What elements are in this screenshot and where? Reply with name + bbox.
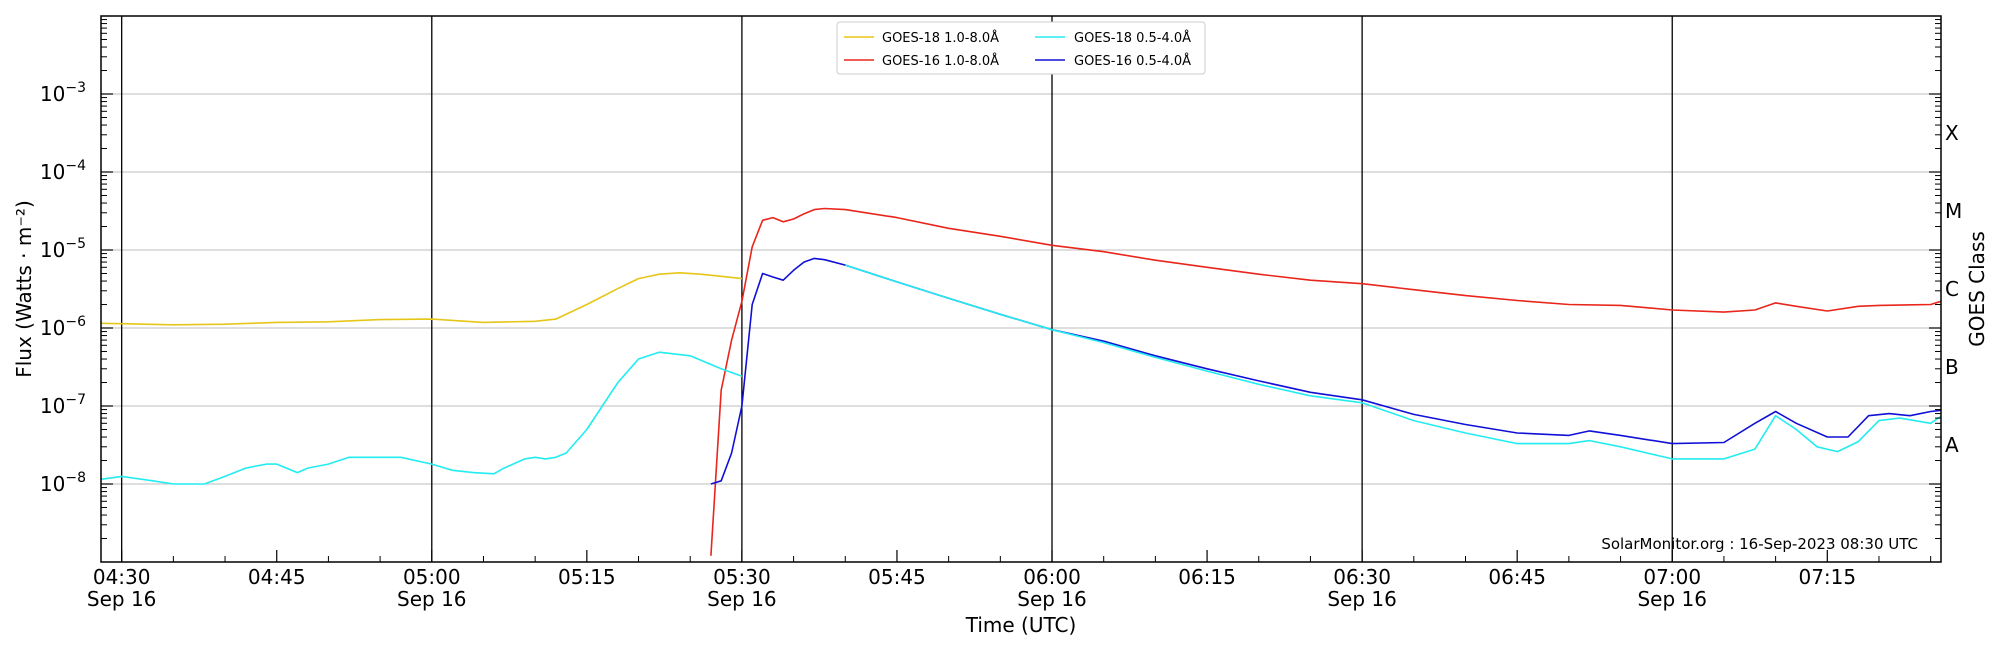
series-line <box>710 257 1942 485</box>
x-tick-label: 06:15 <box>1178 565 1236 589</box>
x-tick-date-label: Sep 16 <box>1017 587 1087 611</box>
legend: GOES-18 1.0-8.0Å GOES-16 1.0-8.0Å GOES-1… <box>836 21 1206 75</box>
y-tick-label: 10−3 <box>40 80 86 106</box>
series-line <box>845 264 1942 460</box>
x-tick-date-label: Sep 16 <box>397 587 467 611</box>
x-tick-label: 04:45 <box>248 565 306 589</box>
grid-lines <box>101 16 1941 562</box>
credit-text: SolarMonitor.org : 16-Sep-2023 08:30 UTC <box>1601 535 1918 553</box>
x-tick-date-label: Sep 16 <box>1327 587 1397 611</box>
x-tick-label: 07:15 <box>1798 565 1856 589</box>
y-tick-label: 10−8 <box>40 470 86 496</box>
legend-label: GOES-16 0.5-4.0Å <box>1074 53 1191 69</box>
x-tick-label: 05:15 <box>558 565 616 589</box>
x-tick-label: 05:30 <box>713 565 771 589</box>
x-tick-label: 07:00 <box>1643 565 1701 589</box>
x-tick-label: 06:30 <box>1333 565 1391 589</box>
x-tick-label: 06:00 <box>1023 565 1081 589</box>
series-line <box>100 351 743 485</box>
y-tick-label: 10−6 <box>40 314 86 340</box>
goes-class-label: A <box>1945 433 1959 457</box>
x-tick-label: 04:30 <box>93 565 151 589</box>
x-tick-label: 05:45 <box>868 565 926 589</box>
y-tick-label: 10−7 <box>40 392 86 418</box>
goes-class-axis: A B C M X <box>1945 121 1962 457</box>
x-tick-label: 05:00 <box>403 565 461 589</box>
y-axis-title: Flux (Watts · m⁻²) <box>12 200 36 378</box>
legend-label: GOES-18 0.5-4.0Å <box>1074 30 1191 46</box>
goes-class-label: M <box>1945 199 1962 223</box>
y-axis: 10−8 10−7 10−6 10−5 10−4 10−3 <box>40 19 1941 540</box>
legend-label: GOES-16 1.0-8.0Å <box>882 53 999 69</box>
goes-class-label: C <box>1945 277 1959 301</box>
series-line <box>100 271 742 326</box>
legend-box <box>836 21 1206 75</box>
x-tick-date-label: Sep 16 <box>87 587 157 611</box>
x-tick-date-label: Sep 16 <box>707 587 777 611</box>
right-axis-title: GOES Class <box>1965 231 1989 347</box>
y-tick-label: 10−5 <box>40 236 86 262</box>
x-axis-title: Time (UTC) <box>965 613 1077 637</box>
legend-label: GOES-18 1.0-8.0Å <box>882 30 999 46</box>
series-line <box>710 207 1942 556</box>
plot-frame <box>100 15 1942 563</box>
goes-class-label: B <box>1945 355 1959 379</box>
y-tick-label: 10−4 <box>40 158 86 184</box>
x-tick-label: 06:45 <box>1488 565 1546 589</box>
goes-class-label: X <box>1945 121 1959 145</box>
x-tick-date-label: Sep 16 <box>1637 587 1707 611</box>
series-layer <box>100 207 1942 556</box>
